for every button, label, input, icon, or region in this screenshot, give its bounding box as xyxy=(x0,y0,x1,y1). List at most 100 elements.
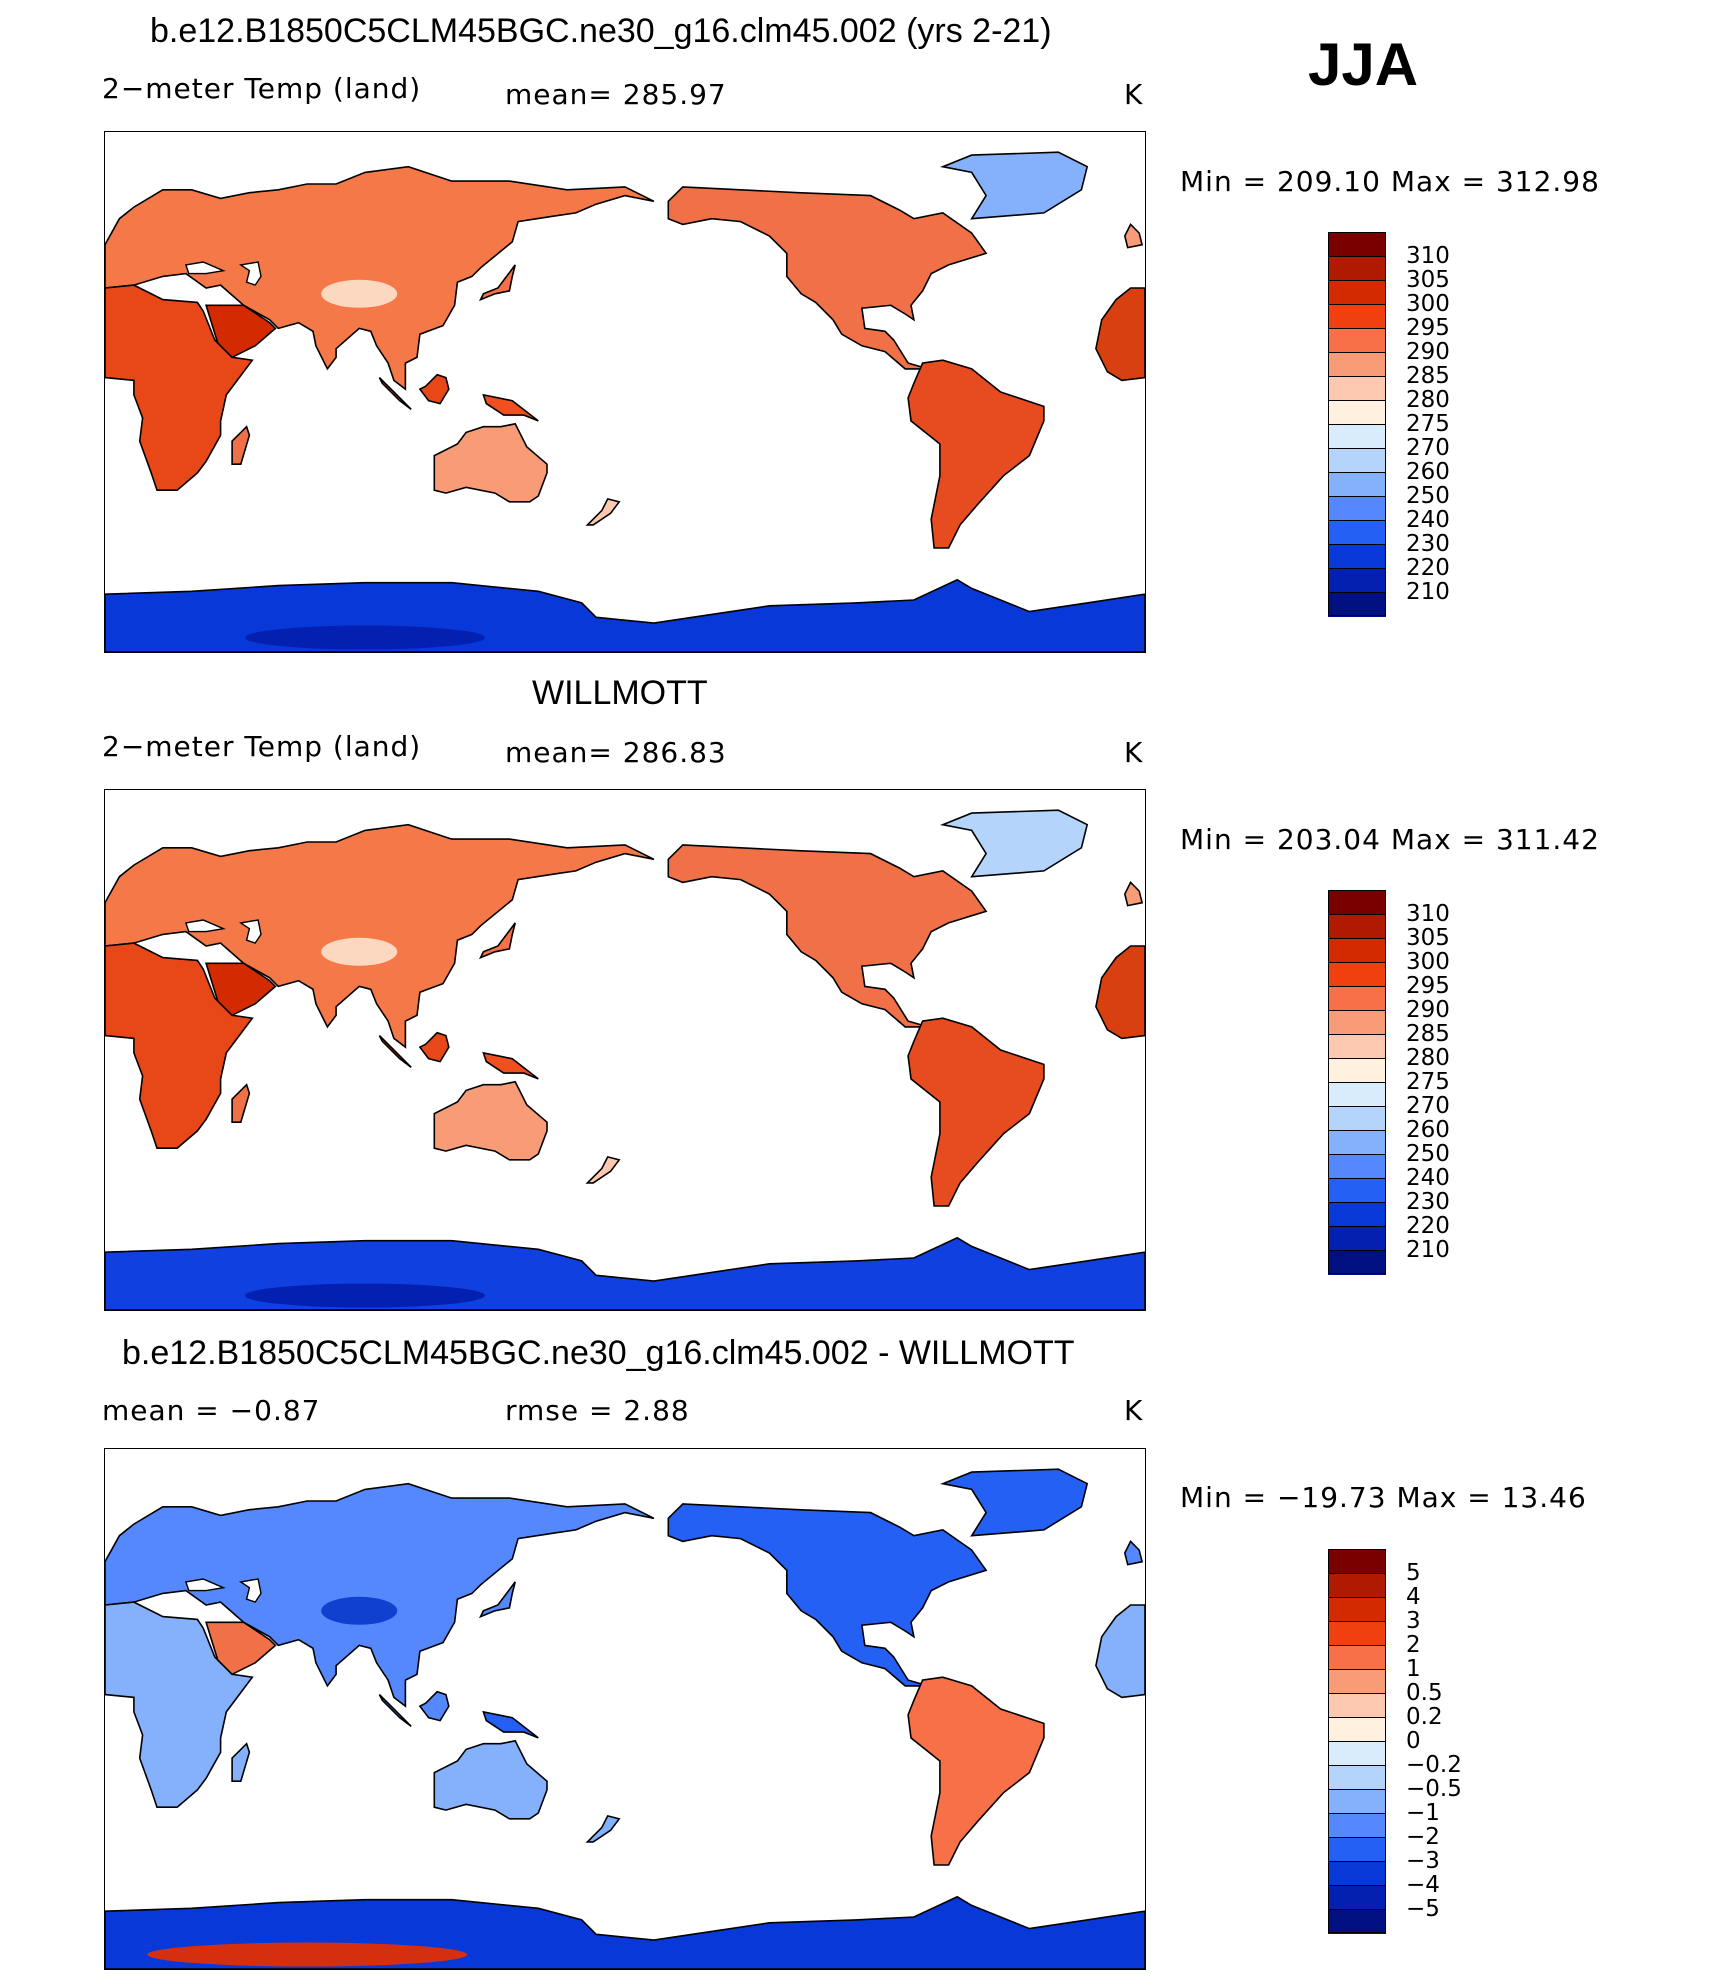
panel3-colorbar-swatch xyxy=(1328,1549,1386,1573)
land-greenland xyxy=(939,809,1089,878)
panel3-colorbar-swatch xyxy=(1328,1669,1386,1694)
panel2-colorbar-swatch xyxy=(1328,962,1386,987)
panel3-colorbar-swatch xyxy=(1328,1693,1386,1718)
tibet-region xyxy=(321,937,398,966)
land-nz xyxy=(585,1814,621,1843)
panel3-colorbar-swatch xyxy=(1328,1789,1386,1814)
panel3-colorbar-swatch xyxy=(1328,1885,1386,1910)
land-newguinea xyxy=(482,1051,539,1080)
antarctic-interior xyxy=(245,625,485,650)
panel2-colorbar-tick: 305 xyxy=(1406,925,1450,951)
map-canvas xyxy=(105,1468,1145,1969)
panel2-colorbar-tick: 285 xyxy=(1406,1021,1450,1047)
panel1-colorbar-tick: 220 xyxy=(1406,555,1450,581)
panel3-rmse-label: rmse = 2.88 xyxy=(505,1394,690,1427)
panel3-colorbar-tick: −2 xyxy=(1406,1824,1440,1850)
panel2-colorbar-tick: 250 xyxy=(1406,1141,1450,1167)
land-australia xyxy=(433,1080,548,1161)
land-newguinea xyxy=(482,1710,539,1739)
land-africa xyxy=(105,284,254,491)
panel3-colorbar-tick: 5 xyxy=(1406,1560,1421,1586)
panel2-colorbar-tick: 310 xyxy=(1406,901,1450,927)
panel1-colorbar-tick: 280 xyxy=(1406,387,1450,413)
panel2-colorbar-tick: 210 xyxy=(1406,1237,1450,1263)
panel1-colorbar-swatch xyxy=(1328,256,1386,281)
panel2-colorbar-swatch xyxy=(1328,1058,1386,1083)
panel1-colorbar-swatch xyxy=(1328,568,1386,593)
panel3-colorbar-tick: −3 xyxy=(1406,1848,1440,1874)
panel1-colorbar-tick: 305 xyxy=(1406,267,1450,293)
panel3-colorbar-tick: 1 xyxy=(1406,1656,1421,1682)
panel1-colorbar-tick: 290 xyxy=(1406,339,1450,365)
land-westafrica xyxy=(1095,287,1145,382)
map-canvas xyxy=(105,809,1145,1310)
panel2-colorbar-swatch xyxy=(1328,1010,1386,1035)
panel1-colorbar-tick: 240 xyxy=(1406,507,1450,533)
land-arabia xyxy=(205,1621,277,1676)
land-greenland xyxy=(939,151,1089,220)
panel3-colorbar-swatch xyxy=(1328,1765,1386,1790)
panel3-units: K xyxy=(1124,1394,1144,1427)
panel1-colorbar-tick: 250 xyxy=(1406,483,1450,509)
panel3-colorbar-swatch xyxy=(1328,1837,1386,1862)
panel1-colorbar-swatch xyxy=(1328,232,1386,256)
panel2-colorbar-tick: 275 xyxy=(1406,1069,1450,1095)
panel1-title: b.e12.B1850C5CLM45BGC.ne30_g16.clm45.002… xyxy=(150,12,1052,50)
panel2-minmax: Min = 203.04 Max = 311.42 xyxy=(1180,823,1600,856)
panel2-colorbar-tick: 230 xyxy=(1406,1189,1450,1215)
panel2-colorbar-swatch xyxy=(1328,1202,1386,1227)
land-japan xyxy=(478,264,516,302)
panel2-colorbar-swatch xyxy=(1328,986,1386,1011)
land-japan xyxy=(478,922,516,960)
panel1-colorbar-swatch xyxy=(1328,424,1386,449)
land-africa xyxy=(105,942,254,1149)
panel3-colorbar-tick: 4 xyxy=(1406,1584,1421,1610)
panel1-variable-label: 2−meter Temp (land) xyxy=(102,72,422,105)
panel3-colorbar-tick: 0.5 xyxy=(1406,1680,1443,1706)
panel3-colorbar-swatch xyxy=(1328,1645,1386,1670)
water-blacksea xyxy=(184,261,226,275)
land-nz xyxy=(585,1155,621,1184)
panel3-colorbar-tick: −0.5 xyxy=(1406,1776,1462,1802)
land-borneo xyxy=(418,1690,450,1722)
panel2-colorbar-tick: 295 xyxy=(1406,973,1450,999)
panel2-colorbar-tick: 300 xyxy=(1406,949,1450,975)
panel1-colorbar-swatch xyxy=(1328,592,1386,617)
panel3-colorbar-swatch xyxy=(1328,1621,1386,1646)
land-uk xyxy=(1123,223,1144,249)
land-westafrica xyxy=(1095,945,1145,1040)
panel3-colorbar-tick: −5 xyxy=(1406,1896,1440,1922)
panel2-map xyxy=(104,789,1146,1311)
water-caspian xyxy=(238,261,262,286)
panel2-colorbar-tick: 290 xyxy=(1406,997,1450,1023)
land-madagascar xyxy=(231,1083,251,1123)
panel3-colorbar-tick: −4 xyxy=(1406,1872,1440,1898)
panel2-title: WILLMOTT xyxy=(532,674,708,712)
land-uk xyxy=(1123,881,1144,907)
panel2-colorbar-swatch xyxy=(1328,1130,1386,1155)
panel3-colorbar-tick: −0.2 xyxy=(1406,1752,1462,1778)
panel1-colorbar-swatch xyxy=(1328,496,1386,521)
land-sumatra xyxy=(378,1694,412,1727)
panel2-colorbar-swatch xyxy=(1328,1250,1386,1275)
panel2-colorbar-tick: 280 xyxy=(1406,1045,1450,1071)
panel1-minmax: Min = 209.10 Max = 312.98 xyxy=(1180,165,1600,198)
panel2-units: K xyxy=(1124,736,1144,769)
panel3-minmax: Min = −19.73 Max = 13.46 xyxy=(1180,1481,1587,1514)
panel1-colorbar-swatch xyxy=(1328,448,1386,473)
tibet-region xyxy=(321,279,398,308)
land-eurasia xyxy=(105,823,655,1049)
panel2-mean-label: mean= 286.83 xyxy=(505,736,727,769)
panel1-colorbar-swatch xyxy=(1328,544,1386,569)
panel2-colorbar-swatch xyxy=(1328,938,1386,963)
land-madagascar xyxy=(231,1742,251,1782)
panel1-colorbar-swatch xyxy=(1328,328,1386,353)
land-eurasia xyxy=(105,1482,655,1708)
land-westafrica xyxy=(1095,1604,1145,1699)
panel1-colorbar-swatch xyxy=(1328,472,1386,497)
panel2-colorbar-tick: 240 xyxy=(1406,1165,1450,1191)
panel3-colorbar-swatch xyxy=(1328,1597,1386,1622)
land-nz xyxy=(585,497,621,526)
panel1-colorbar-swatch xyxy=(1328,352,1386,377)
panel3-colorbar-tick: −1 xyxy=(1406,1800,1440,1826)
